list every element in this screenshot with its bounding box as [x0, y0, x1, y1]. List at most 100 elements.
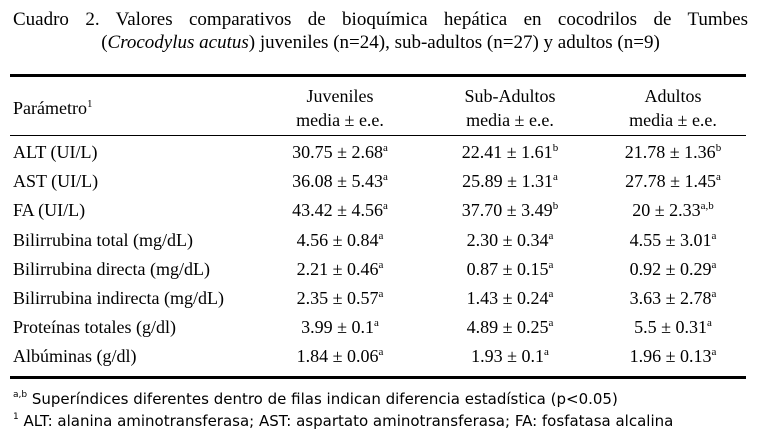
caption-line-2: (Crocodylus acutus) juveniles (n=24), su… [13, 31, 748, 54]
header-parameter-sup: 1 [86, 98, 93, 110]
cell-value: 2.21 ± 0.46 [296, 259, 379, 279]
table-row: Proteínas totales (g/dl) 3.99 ± 0.1a 4.89 … [0, 313, 757, 342]
table-cell: 2.21 ± 0.46a [240, 255, 440, 284]
cell-value: 1.84 ± 0.06 [296, 346, 379, 366]
table-top-rule [10, 74, 746, 77]
table-cell: 21.78 ± 1.36b [573, 138, 757, 167]
table-cell: 3.63 ± 2.78a [573, 284, 757, 313]
cell-superscript: a [548, 259, 554, 271]
footnote-text: ALT: alanina aminotransferasa; AST: aspa… [18, 412, 674, 430]
cell-value: 3.63 ± 2.78 [629, 288, 712, 308]
cell-superscript: a [378, 230, 384, 242]
footnote-text: Superíndices diferentes dentro de filas … [27, 390, 618, 408]
footnote-significance: a,b Superíndices diferentes dentro de fi… [13, 388, 673, 410]
cell-value: 27.78 ± 1.45 [625, 171, 716, 191]
cell-superscript: b [552, 142, 559, 154]
row-label: Bilirrubina total (mg/dL) [13, 230, 193, 250]
row-label: Bilirrubina indirecta (mg/dL) [13, 288, 224, 308]
header-col-sub: media ± e.e. [629, 110, 717, 130]
cell-superscript: a [553, 171, 558, 183]
cell-value: 1.93 ± 0.1 [471, 346, 544, 366]
table-cell: 1.43 ± 0.24a [410, 284, 610, 313]
header-col-juveniles: Juveniles media ± e.e. [240, 84, 440, 132]
cell-value: 37.70 ± 3.49 [461, 200, 553, 220]
table-cell: 3.99 ± 0.1a [240, 313, 440, 342]
header-parameter: Parámetro1 [13, 96, 92, 120]
cell-value: 25.89 ± 1.31 [462, 171, 553, 191]
cell-value: 1.96 ± 0.13 [629, 346, 712, 366]
cell-superscript: a [544, 346, 549, 358]
cell-superscript: a [707, 317, 712, 329]
cell-superscript: a [383, 171, 388, 183]
caption-paren-open: ( [101, 32, 108, 53]
cell-value: 30.75 ± 2.68 [292, 142, 383, 162]
cell-value: 3.99 ± 0.1 [301, 317, 374, 337]
table-cell: 37.70 ± 3.49b [410, 196, 610, 225]
table-cell: 1.84 ± 0.06a [240, 342, 440, 371]
cell-value: 22.41 ± 1.61 [461, 142, 553, 162]
caption-line-2-rest: ) juveniles (n=24), sub-adultos (n=27) y… [248, 32, 660, 53]
cell-value: 43.42 ± 4.56 [292, 200, 383, 220]
cell-value: 0.87 ± 0.15 [466, 259, 549, 279]
table-cell: 4.89 ± 0.25a [410, 313, 610, 342]
cell-superscript: b [715, 142, 722, 154]
footnote-sup: a,b [13, 390, 28, 400]
cell-superscript: a [378, 346, 384, 358]
cell-superscript: a [711, 346, 717, 358]
row-label: ALT (UI/L) [13, 142, 98, 162]
table-row: Albúminas (g/dl) 1.84 ± 0.06a 1.93 ± 0.1a 1… [0, 342, 757, 371]
row-label: FA (UI/L) [13, 200, 86, 220]
header-col-sub: media ± e.e. [466, 110, 554, 130]
table-cell: 2.35 ± 0.57a [240, 284, 440, 313]
cell-superscript: a [548, 317, 554, 329]
footnote-abbreviations: 1 ALT: alanina aminotransferasa; AST: as… [13, 410, 673, 432]
caption-line-1: Cuadro 2. Valores comparativos de bioquí… [13, 9, 748, 30]
table-caption: Cuadro 2. Valores comparativos de bioquí… [13, 8, 748, 54]
table-cell: 0.87 ± 0.15a [410, 255, 610, 284]
table-row: Bilirrubina directa (mg/dL) 2.21 ± 0.46a 0… [0, 255, 757, 284]
cell-superscript: a [374, 317, 379, 329]
cell-value: 2.30 ± 0.34 [466, 230, 549, 250]
row-label: AST (UI/L) [13, 171, 99, 191]
table-cell: 1.93 ± 0.1a [410, 342, 610, 371]
cell-value: 4.55 ± 3.01 [629, 230, 712, 250]
table-footnotes: a,b Superíndices diferentes dentro de fi… [13, 388, 673, 432]
cell-value: 0.92 ± 0.29 [629, 259, 712, 279]
cell-value: 4.89 ± 0.25 [466, 317, 549, 337]
header-col-name: Juveniles [306, 86, 374, 106]
row-label: Bilirrubina directa (mg/dL) [13, 259, 210, 279]
header-col-sub: media ± e.e. [296, 110, 384, 130]
table-row: Bilirrubina indirecta (mg/dL) 2.35 ± 0.57… [0, 284, 757, 313]
table-header-rule [10, 135, 746, 136]
table-cell: 2.30 ± 0.34a [410, 226, 610, 255]
cell-superscript: a,b [700, 200, 714, 212]
cell-value: 2.35 ± 0.57 [296, 288, 379, 308]
table-cell: 22.41 ± 1.61b [410, 138, 610, 167]
header-parameter-label: Parámetro [13, 98, 87, 118]
cell-value: 4.56 ± 0.84 [296, 230, 379, 250]
cell-superscript: a [383, 142, 388, 154]
table-cell: 25.89 ± 1.31a [410, 167, 610, 196]
row-label: Proteínas totales (g/dl) [13, 317, 176, 337]
cell-superscript: a [378, 259, 384, 271]
table-row: AST (UI/L) 36.08 ± 5.43a 25.89 ± 1.31a 27.7… [0, 167, 757, 196]
header-col-adultos: Adultos media ± e.e. [573, 84, 757, 132]
caption-species-name: Crocodylus acutus [107, 32, 249, 53]
table-cell: 5.5 ± 0.31a [573, 313, 757, 342]
cell-value: 20 ± 2.33 [632, 200, 701, 220]
table-row: ALT (UI/L) 30.75 ± 2.68a 22.41 ± 1.61b 21.7… [0, 138, 757, 167]
cell-superscript: a [378, 288, 384, 300]
cell-superscript: a [383, 200, 388, 212]
table-cell: 27.78 ± 1.45a [573, 167, 757, 196]
table-cell: 4.56 ± 0.84a [240, 226, 440, 255]
row-label: Albúminas (g/dl) [13, 346, 137, 366]
table-cell: 20 ± 2.33a,b [573, 196, 757, 225]
cell-superscript: a [548, 230, 554, 242]
cell-superscript: a [711, 259, 717, 271]
cell-superscript: a [711, 230, 717, 242]
cell-value: 21.78 ± 1.36 [624, 142, 716, 162]
cell-value: 1.43 ± 0.24 [466, 288, 549, 308]
header-col-name: Sub-Adultos [464, 86, 556, 106]
table-cell: 43.42 ± 4.56a [240, 196, 440, 225]
table-cell: 30.75 ± 2.68a [240, 138, 440, 167]
